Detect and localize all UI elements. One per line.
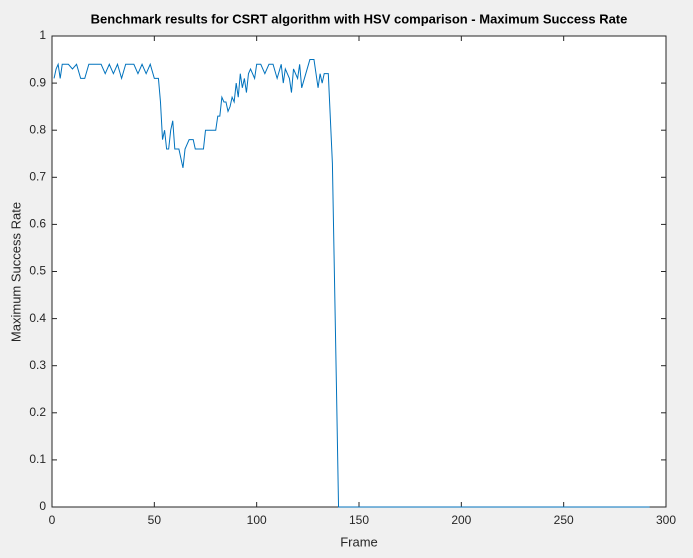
chart-title: Benchmark results for CSRT algorithm wit…: [91, 11, 628, 26]
y-axis-label: Maximum Success Rate: [8, 202, 23, 342]
y-tick-label: 0.4: [29, 311, 46, 325]
x-tick-label: 100: [247, 513, 267, 527]
y-tick-label: 0.2: [29, 405, 46, 419]
y-tick-label: 0.7: [29, 169, 46, 183]
y-tick-label: 0.9: [29, 75, 46, 89]
x-tick-label: 250: [554, 513, 574, 527]
x-axis-label: Frame: [340, 534, 378, 549]
x-tick-label: 200: [451, 513, 471, 527]
y-tick-label: 0: [39, 499, 46, 513]
y-tick-label: 0.8: [29, 122, 46, 136]
y-tick-label: 0.5: [29, 264, 46, 278]
x-tick-label: 150: [349, 513, 369, 527]
y-tick-label: 0.1: [29, 452, 46, 466]
data-line: [53, 59, 650, 508]
x-tick-label: 0: [49, 513, 56, 527]
x-tick-label: 300: [656, 513, 676, 527]
x-tick-label: 50: [148, 513, 162, 527]
y-tick-label: 1: [39, 28, 46, 42]
y-tick-label: 0.3: [29, 358, 46, 372]
y-tick-label: 0.6: [29, 217, 46, 231]
plot-area: [51, 35, 667, 508]
